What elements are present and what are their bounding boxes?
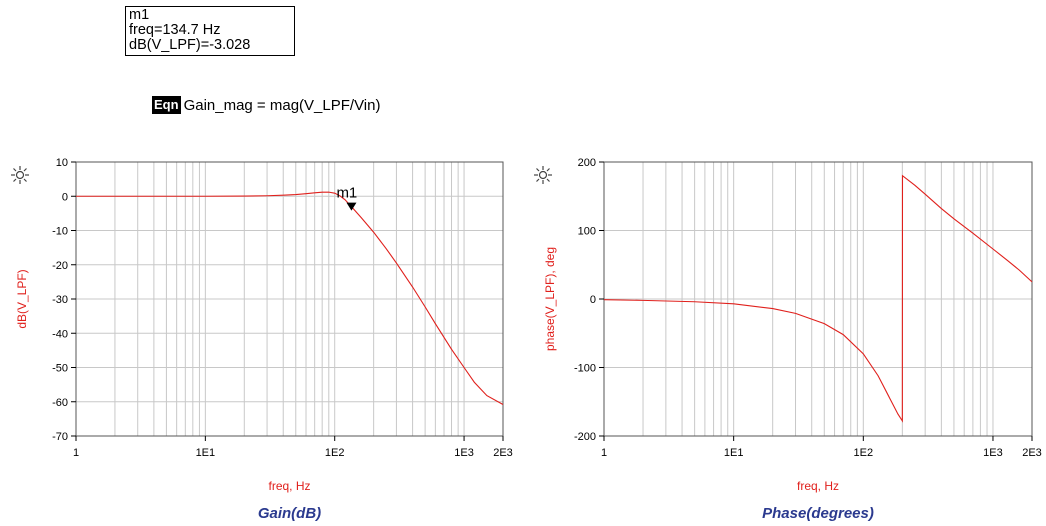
y-tick-label: -100 xyxy=(574,363,596,375)
marker-frequency: freq=134.7 Hz xyxy=(129,22,221,38)
y-tick-label: -30 xyxy=(52,294,68,306)
y-tick-label: 100 xyxy=(578,226,596,238)
x-axis-label: freq, Hz xyxy=(268,479,310,493)
sun-icon[interactable] xyxy=(534,166,552,184)
chart-title: Phase(degrees) xyxy=(762,505,874,522)
x-tick-label: 1E1 xyxy=(196,447,216,459)
sun-icon[interactable] xyxy=(11,166,29,184)
y-tick-label: -200 xyxy=(574,431,596,443)
y-tick-label: 0 xyxy=(590,294,596,306)
y-tick-label: -60 xyxy=(52,397,68,409)
y-tick-label: -50 xyxy=(52,363,68,375)
chart-title: Gain(dB) xyxy=(258,505,321,522)
equation-text: Gain_mag = mag(V_LPF/Vin) xyxy=(183,96,381,114)
marker-triangle[interactable] xyxy=(346,202,357,211)
y-tick-label: -10 xyxy=(52,226,68,238)
x-tick-label: 1E3 xyxy=(983,447,1003,459)
marker-label: m1 xyxy=(336,185,357,202)
series-line xyxy=(76,191,504,405)
x-tick-label: 1E2 xyxy=(854,447,874,459)
x-tick-label: 1 xyxy=(601,447,607,459)
equation-tag: Eqn xyxy=(152,96,181,114)
marker-name: m1 xyxy=(129,7,150,23)
x-axis-label: freq, Hz xyxy=(797,479,839,493)
y-tick-label: 10 xyxy=(56,157,68,169)
equation-block[interactable]: Eqn Gain_mag = mag(V_LPF/Vin) xyxy=(152,95,380,115)
y-axis-label: dB(V_LPF) xyxy=(15,269,29,328)
grid-lines xyxy=(76,162,503,436)
x-tick-label: 1 xyxy=(73,447,79,459)
x-tick-label: 1E1 xyxy=(724,447,744,459)
y-tick-label: 200 xyxy=(578,157,596,169)
x-tick-label: 1E3 xyxy=(454,447,474,459)
y-axis-label: phase(V_LPF), deg xyxy=(543,247,557,351)
series-line xyxy=(603,174,1033,423)
marker-readout-box[interactable]: m1 freq=134.7 Hz dB(V_LPF)=-3.028 xyxy=(125,6,295,56)
phase-plot[interactable]: 200 100 0 -100 -200 1 1E1 1E2 1E3 2E3 freq, Hz phas… xyxy=(543,157,1042,522)
marker-value: dB(V_LPF)=-3.028 xyxy=(129,37,251,53)
grid-lines xyxy=(604,162,1032,436)
y-tick-label: -40 xyxy=(52,328,68,340)
y-tick-label: -20 xyxy=(52,260,68,272)
x-tick-label: 2E3 xyxy=(1022,447,1042,459)
x-tick-label: 2E3 xyxy=(493,447,513,459)
gain-plot[interactable]: 10 0 -10 -20 -30 -40 -50 -60 -70 1 1E1 1E2 1E3 2E3 fre… xyxy=(15,157,513,522)
y-tick-label: -70 xyxy=(52,431,68,443)
x-tick-label: 1E2 xyxy=(325,447,345,459)
y-tick-label: 0 xyxy=(62,191,68,203)
